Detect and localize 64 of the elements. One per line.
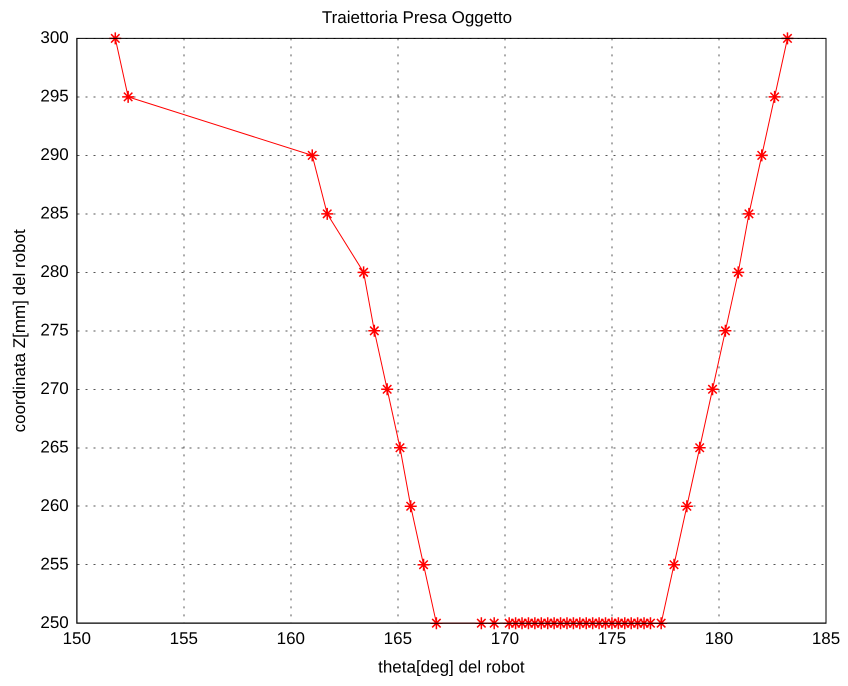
point — [654, 616, 668, 630]
point — [592, 616, 606, 630]
point — [598, 616, 612, 630]
point — [356, 266, 370, 280]
x-tick-label: 160 — [276, 629, 306, 648]
point — [121, 90, 135, 104]
point — [586, 616, 600, 630]
y-tick-label: 275 — [40, 320, 69, 340]
y-tick-label: 280 — [40, 262, 69, 282]
point — [718, 324, 732, 338]
point — [108, 32, 122, 46]
point — [780, 32, 794, 46]
point — [487, 616, 501, 630]
point — [630, 616, 644, 630]
y-tick-label: 270 — [40, 378, 69, 398]
point — [706, 382, 720, 396]
y-tick-label: 290 — [40, 145, 69, 164]
point — [637, 616, 651, 630]
point — [508, 616, 522, 630]
point — [554, 616, 568, 630]
point — [644, 616, 658, 630]
point — [692, 441, 706, 455]
point — [742, 207, 756, 221]
x-tick-label: 185 — [812, 629, 840, 648]
point — [368, 324, 382, 338]
y-tick-label: 250 — [40, 612, 69, 632]
point — [566, 616, 580, 630]
point — [380, 382, 394, 396]
point — [430, 616, 444, 630]
y-tick-label: 295 — [40, 86, 69, 106]
x-axis-title: theta[deg] del robot — [378, 657, 525, 676]
point — [768, 90, 782, 104]
y-tick-label: 285 — [40, 204, 69, 223]
y-tick-label: 255 — [40, 554, 69, 574]
point — [755, 148, 769, 162]
point — [515, 616, 529, 630]
y-tick-label: 300 — [40, 28, 69, 48]
point — [560, 616, 574, 630]
x-tick-label: 180 — [704, 629, 734, 648]
point — [547, 616, 561, 630]
x-tick-label: 165 — [384, 629, 412, 648]
x-tick-label: 175 — [598, 629, 626, 648]
y-tick-label: 260 — [40, 496, 69, 515]
point — [680, 499, 694, 513]
point — [502, 616, 516, 630]
y-tick-label: 265 — [40, 437, 69, 456]
point — [320, 207, 334, 221]
point — [731, 266, 745, 280]
point — [573, 616, 587, 630]
chart-title: Traiettoria Presa Oggetto — [322, 8, 512, 27]
point — [605, 616, 619, 630]
point — [474, 616, 488, 630]
y-axis-title: coordinata Z[mm] del robot — [10, 228, 29, 432]
point — [404, 499, 418, 513]
x-tick-label: 150 — [62, 629, 91, 648]
point — [393, 441, 407, 455]
x-tick-label: 155 — [170, 629, 198, 648]
x-tick-label: 170 — [490, 629, 520, 648]
point — [416, 558, 430, 572]
point — [305, 148, 319, 162]
point — [528, 616, 542, 630]
point — [667, 558, 681, 572]
point — [612, 616, 626, 630]
point — [522, 616, 536, 630]
